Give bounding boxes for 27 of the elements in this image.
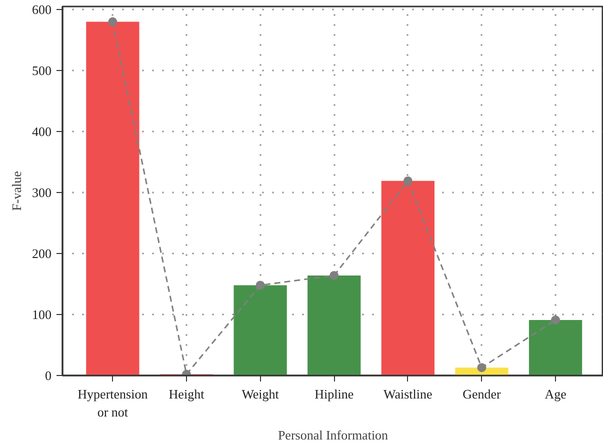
x-tick-label: Age <box>544 386 567 402</box>
point <box>330 270 339 280</box>
y-tick-label: 300 <box>32 185 52 200</box>
x-tick-label: Hipline <box>314 386 354 402</box>
y-tick-label: 200 <box>32 246 52 262</box>
point <box>108 17 118 26</box>
point <box>477 363 486 372</box>
x-tick-label: Gender <box>462 386 502 402</box>
x-axis-title: Personal Information <box>278 428 389 442</box>
y-tick-label: 500 <box>32 63 52 78</box>
x-tick-label: Weight <box>242 386 280 402</box>
y-tick-label: 400 <box>32 124 52 140</box>
y-tick-label: 100 <box>32 307 52 322</box>
y-axis-title: F-value <box>9 170 24 211</box>
point <box>551 316 560 324</box>
y-tick-label: 600 <box>32 2 52 18</box>
bar <box>381 180 434 376</box>
y-tick-label: 0 <box>45 368 52 383</box>
bar <box>86 22 140 376</box>
bar <box>234 285 287 376</box>
x-tick-label: Waistline <box>384 386 433 402</box>
x-tick-label: Hypertension or not <box>78 386 148 420</box>
bar <box>528 320 582 376</box>
point <box>256 280 265 290</box>
point <box>403 176 412 186</box>
x-tick-label: Height <box>168 386 205 402</box>
bar <box>308 275 361 376</box>
